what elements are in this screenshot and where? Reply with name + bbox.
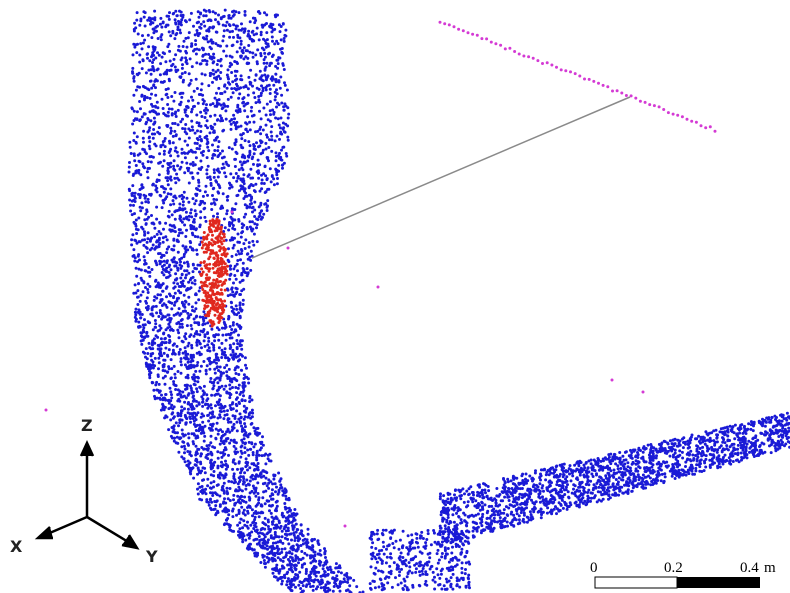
axis-glyph	[38, 443, 137, 548]
scale-bar: 0 0.2 0.4 m	[590, 560, 776, 588]
measure-line	[252, 97, 630, 258]
axis-label: X	[10, 537, 23, 556]
scale-label: 0.4	[740, 560, 759, 576]
red-points	[201, 219, 228, 326]
scale-label: 0.2	[664, 560, 683, 576]
axis-label: Z	[81, 416, 93, 435]
point-cloud-view: Z X Y 0 0.2 0.4 m	[0, 0, 790, 593]
axis-label: Y	[145, 547, 158, 566]
scale-unit: m	[764, 560, 776, 576]
point-cloud	[46, 10, 790, 593]
blue-points	[129, 10, 790, 593]
scale-label: 0	[590, 560, 598, 576]
